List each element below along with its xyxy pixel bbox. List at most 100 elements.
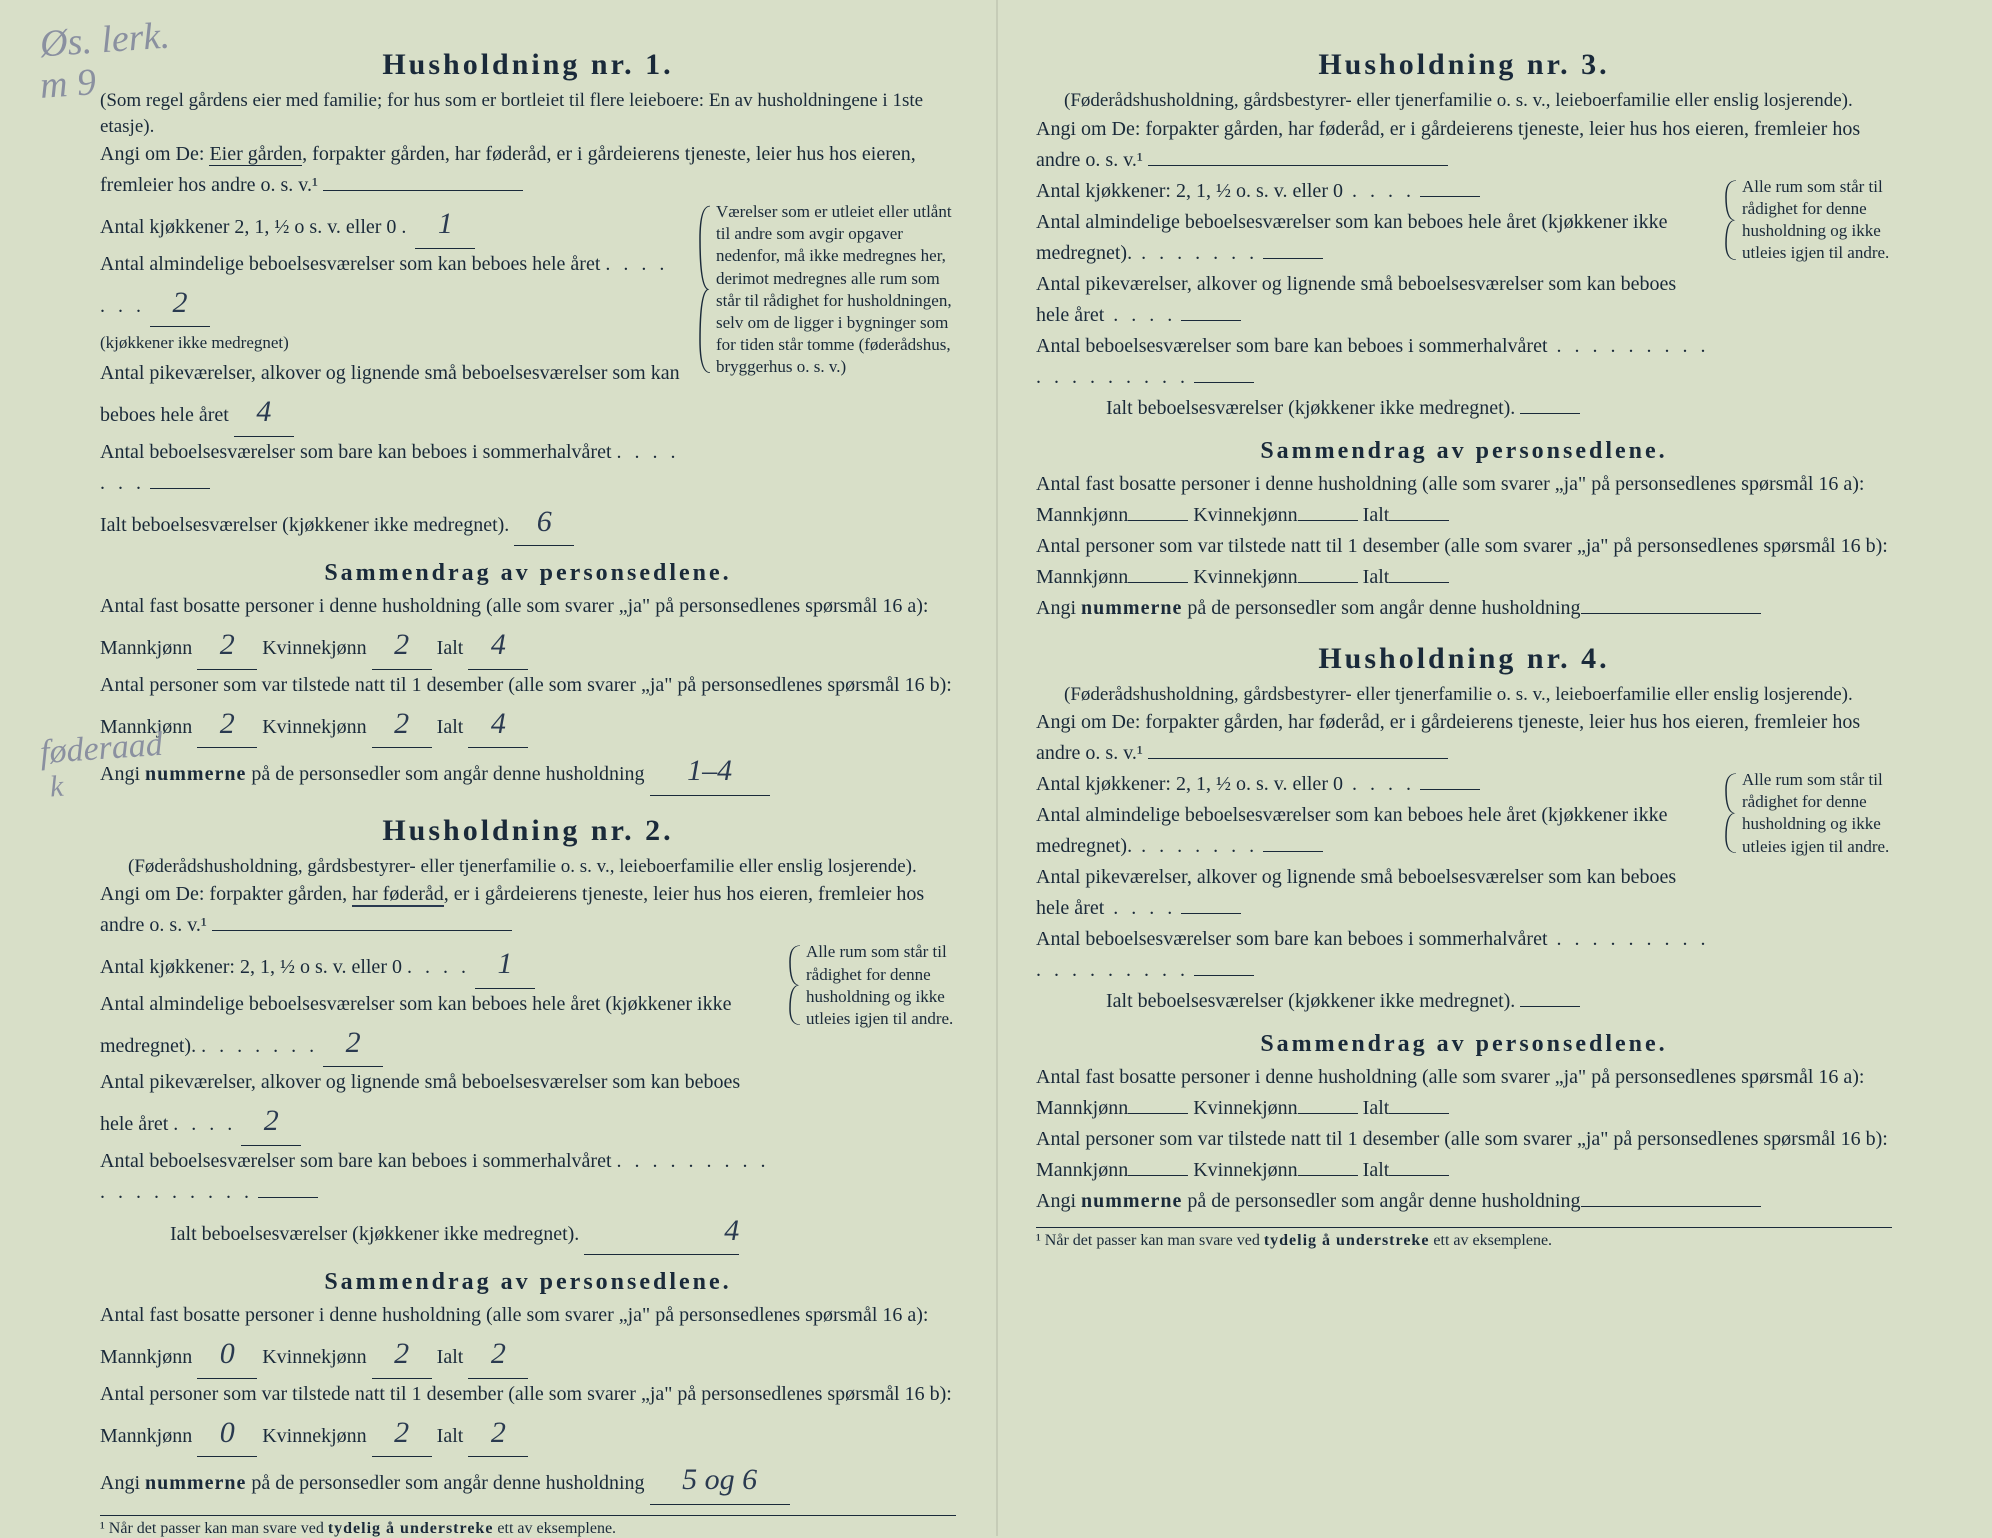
h1-natt-i: 4 xyxy=(491,701,506,748)
h4-sect: Sammendrag av personsedlene. xyxy=(1036,1031,1892,1058)
h3-nummer: Angi nummerne på de personsedler som ang… xyxy=(1036,593,1892,624)
brace-icon xyxy=(1724,180,1738,260)
h4-ialt-label: Ialt beboelsesværelser (kjøkkener ikke m… xyxy=(1106,990,1515,1012)
h2-pike: Antal pikeværelser, alkover og lignende … xyxy=(100,1067,774,1146)
h2-pike-val: 2 xyxy=(264,1098,279,1145)
h2-alm: Antal almindelige beboelsesværelser som … xyxy=(100,989,774,1068)
kvinne-label: Kvinnekjønn xyxy=(262,1346,366,1368)
h3-pike: Antal pikeværelser, alkover og lignende … xyxy=(1036,269,1710,331)
h1-alm-val: 2 xyxy=(173,280,188,327)
h2-footnote: ¹ Når det passer kan man svare ved tydel… xyxy=(100,1515,956,1538)
h1-pike-val: 4 xyxy=(256,389,271,436)
h1-natt-m: 2 xyxy=(220,701,235,748)
h3-kjokken: Antal kjøkkener: 2, 1, ½ o. s. v. eller … xyxy=(1036,176,1710,207)
ialt-label: Ialt xyxy=(1363,504,1390,526)
h2-right-note-text: Alle rum som står til rådighet for denne… xyxy=(806,942,953,1027)
h2-kjokken-label: Antal kjøkkener: 2, 1, ½ o s. v. eller 0 xyxy=(100,956,402,978)
h2-nummer: Angi nummerne på de personsedler som ang… xyxy=(100,1457,956,1505)
h1-ialt-label: Ialt beboelsesværelser (kjøkkener ikke m… xyxy=(100,514,509,536)
h4-right-note-text: Alle rum som står til rådighet for denne… xyxy=(1742,770,1889,855)
h1-angi-pre: Angi om De: xyxy=(100,143,209,165)
h1-fast-i: 4 xyxy=(491,622,506,669)
h2-kjokken: Antal kjøkkener: 2, 1, ½ o s. v. eller 0… xyxy=(100,941,774,989)
h1-fast-k: 2 xyxy=(394,622,409,669)
h4-title: Husholdning nr. 4. xyxy=(1036,642,1892,676)
ialt-label: Ialt xyxy=(1363,1159,1390,1181)
h1-pike-label: Antal pikeværelser, alkover og lignende … xyxy=(100,362,680,426)
h1-sommer: Antal beboelsesværelser som bare kan beb… xyxy=(100,437,684,499)
h2-sommer: Antal beboelsesværelser som bare kan beb… xyxy=(100,1146,774,1208)
h4-kjokken-label: Antal kjøkkener: 2, 1, ½ o. s. v. eller … xyxy=(1036,773,1343,795)
h1-nummer-val: 1–4 xyxy=(687,748,732,795)
h3-title: Husholdning nr. 3. xyxy=(1036,48,1892,82)
h3-sommer: Antal beboelsesværelser som bare kan beb… xyxy=(1036,331,1710,393)
h2-ialt-val: 4 xyxy=(654,1208,739,1255)
h2-fast-m: 0 xyxy=(220,1331,235,1378)
h2-rooms-block: Antal kjøkkener: 2, 1, ½ o s. v. eller 0… xyxy=(100,941,956,1255)
h2-nummer-val: 5 og 6 xyxy=(682,1457,757,1504)
h1-nummer: Angi nummerne på de personsedler som ang… xyxy=(100,748,956,796)
dots: . . . . xyxy=(1343,180,1415,202)
h1-rooms-block: Antal kjøkkener 2, 1, ½ o s. v. eller 0 … xyxy=(100,201,956,546)
h4-sommer-label: Antal beboelsesværelser som bare kan beb… xyxy=(1036,928,1548,950)
h3-sect: Sammendrag av personsedlene. xyxy=(1036,438,1892,465)
h4-nummer: Angi nummerne på de personsedler som ang… xyxy=(1036,1186,1892,1217)
h1-ialt-val: 6 xyxy=(537,499,552,546)
h2-fast-k: 2 xyxy=(394,1331,409,1378)
margin-note-mid2: k xyxy=(49,770,65,805)
h4-alm: Antal almindelige beboelsesværelser som … xyxy=(1036,800,1710,862)
kvinne-label: Kvinnekjønn xyxy=(1193,504,1297,526)
h2-sect: Sammendrag av personsedlene. xyxy=(100,1269,956,1296)
h3-ialt: Ialt beboelsesværelser (kjøkkener ikke m… xyxy=(1036,393,1710,424)
h1-fast: Antal fast bosatte personer i denne hush… xyxy=(100,591,956,670)
brace-icon xyxy=(698,205,712,374)
left-column: Husholdning nr. 1. (Som regel gårdens ei… xyxy=(60,30,996,1516)
h1-angi-underlined: Eier gården xyxy=(209,143,302,166)
h1-fast-m: 2 xyxy=(220,622,235,669)
dots: . xyxy=(401,216,410,238)
ialt-label: Ialt xyxy=(437,716,464,738)
h4-kjokken: Antal kjøkkener: 2, 1, ½ o. s. v. eller … xyxy=(1036,769,1710,800)
h1-angi: Angi om De: Eier gården, forpakter gårde… xyxy=(100,139,956,201)
dots: . . . . xyxy=(407,956,470,978)
h2-angi: Angi om De: forpakter gården, har føderå… xyxy=(100,879,956,941)
h2-natt-m: 0 xyxy=(220,1410,235,1457)
h2-fast: Antal fast bosatte personer i denne hush… xyxy=(100,1300,956,1379)
h1-ialt: Ialt beboelsesværelser (kjøkkener ikke m… xyxy=(100,499,684,547)
dots: . . . . xyxy=(1343,773,1415,795)
h2-kjokken-val: 1 xyxy=(497,941,512,988)
h2-right-note: Alle rum som står til rådighet for denne… xyxy=(788,941,956,1029)
kvinne-label: Kvinnekjønn xyxy=(1193,1159,1297,1181)
h1-sommer-label: Antal beboelsesværelser som bare kan beb… xyxy=(100,441,612,463)
dots: . . . . xyxy=(1104,304,1176,326)
ialt-label: Ialt xyxy=(437,637,464,659)
h4-footnote: ¹ Når det passer kan man svare ved tydel… xyxy=(1036,1227,1892,1250)
dots: . . . . . . . xyxy=(201,1035,318,1057)
h3-kjokken-label: Antal kjøkkener: 2, 1, ½ o. s. v. eller … xyxy=(1036,180,1343,202)
h1-natt: Antal personer som var tilstede natt til… xyxy=(100,670,956,749)
page: Husholdning nr. 1. (Som regel gårdens ei… xyxy=(0,0,1992,1536)
dots: . . . . xyxy=(1104,897,1176,919)
ialt-label: Ialt xyxy=(437,1425,464,1447)
right-column: Husholdning nr. 3. (Føderådshusholdning,… xyxy=(996,30,1932,1516)
h3-angi-text: Angi om De: forpakter gården, har føderå… xyxy=(1036,118,1860,171)
dots: . . . . . . . xyxy=(1132,835,1258,857)
h1-pike: Antal pikeværelser, alkover og lignende … xyxy=(100,358,684,437)
h3-fast: Antal fast bosatte personer i denne hush… xyxy=(1036,469,1892,531)
h1-alm-label: Antal almindelige beboelsesværelser som … xyxy=(100,253,600,275)
dots: . . . . xyxy=(173,1113,236,1135)
kvinne-label: Kvinnekjønn xyxy=(262,637,366,659)
h2-ialt-label: Ialt beboelsesværelser (kjøkkener ikke m… xyxy=(170,1223,579,1245)
brace-icon xyxy=(788,945,802,1025)
ialt-label: Ialt xyxy=(1363,566,1390,588)
h1-sommer-val xyxy=(150,488,210,489)
h2-title: Husholdning nr. 2. xyxy=(100,814,956,848)
ialt-label: Ialt xyxy=(437,1346,464,1368)
h4-fast: Antal fast bosatte personer i denne hush… xyxy=(1036,1062,1892,1124)
h4-alm-label: Antal almindelige beboelsesværelser som … xyxy=(1036,804,1667,857)
h2-natt-i: 2 xyxy=(491,1410,506,1457)
h3-right-note-text: Alle rum som står til rådighet for denne… xyxy=(1742,177,1889,262)
h3-angi: Angi om De: forpakter gården, har føderå… xyxy=(1036,114,1892,176)
h2-angi-u: har føderåd xyxy=(352,883,444,907)
h4-right-note: Alle rum som står til rådighet for denne… xyxy=(1724,769,1892,857)
